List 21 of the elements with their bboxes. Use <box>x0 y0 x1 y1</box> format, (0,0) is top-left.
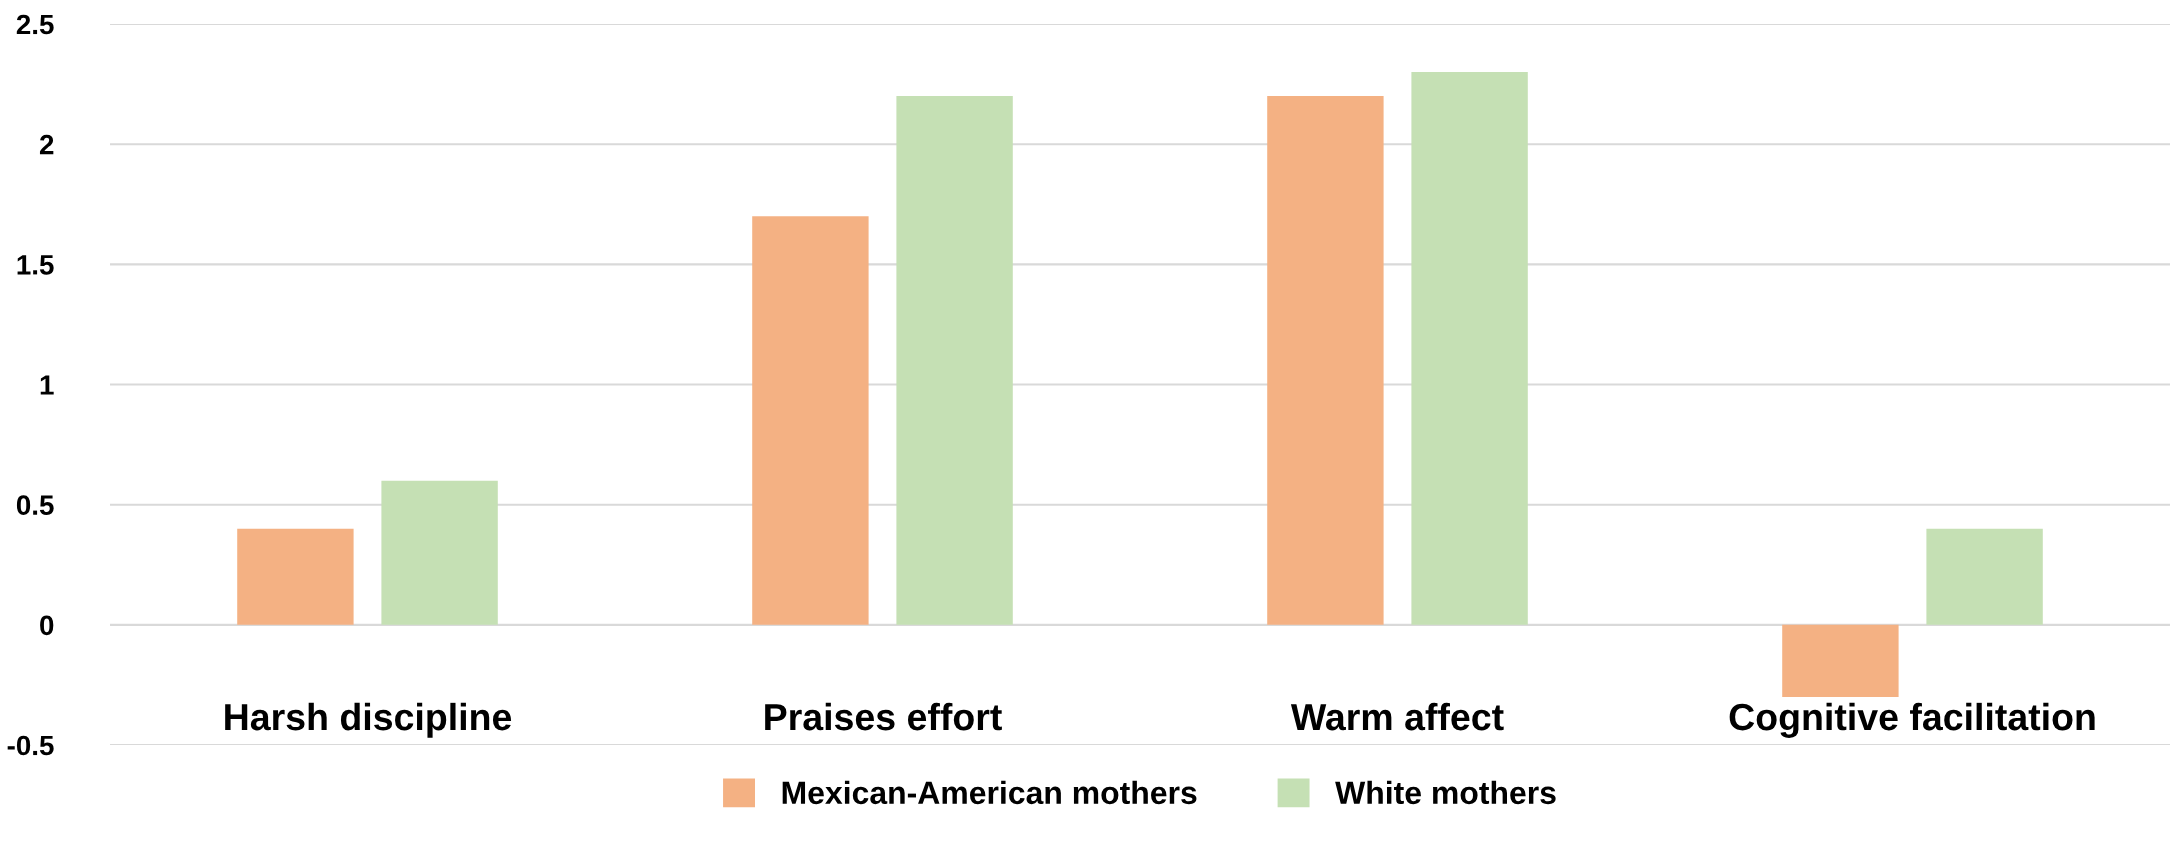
bar <box>752 216 869 625</box>
x-tick-label: Praises effort <box>765 702 1002 731</box>
legend-label: Mexican-American mothers <box>782 780 1197 805</box>
y-tick-label: -0.5 <box>7 735 54 756</box>
bar <box>237 528 354 625</box>
bar <box>1782 624 1899 697</box>
x-tick-label: Harsh discipline <box>225 702 512 738</box>
y-tick-label: 2.5 <box>16 14 54 35</box>
y-tick-label: 1.5 <box>17 255 54 275</box>
bar <box>1267 96 1384 625</box>
bar <box>1411 72 1528 625</box>
bar <box>381 480 498 625</box>
bar <box>1926 528 2043 625</box>
x-tick-label: Warm affect <box>1290 702 1504 731</box>
legend-label: White mothers <box>1335 780 1556 805</box>
y-tick-label: 1 <box>40 375 54 395</box>
y-tick-label: 0 <box>40 615 54 636</box>
bar <box>896 96 1013 625</box>
y-tick-label: 0.5 <box>16 495 54 516</box>
x-tick-label: Cognitive facilitation <box>1729 702 2095 738</box>
y-tick-label: 2 <box>39 134 54 155</box>
